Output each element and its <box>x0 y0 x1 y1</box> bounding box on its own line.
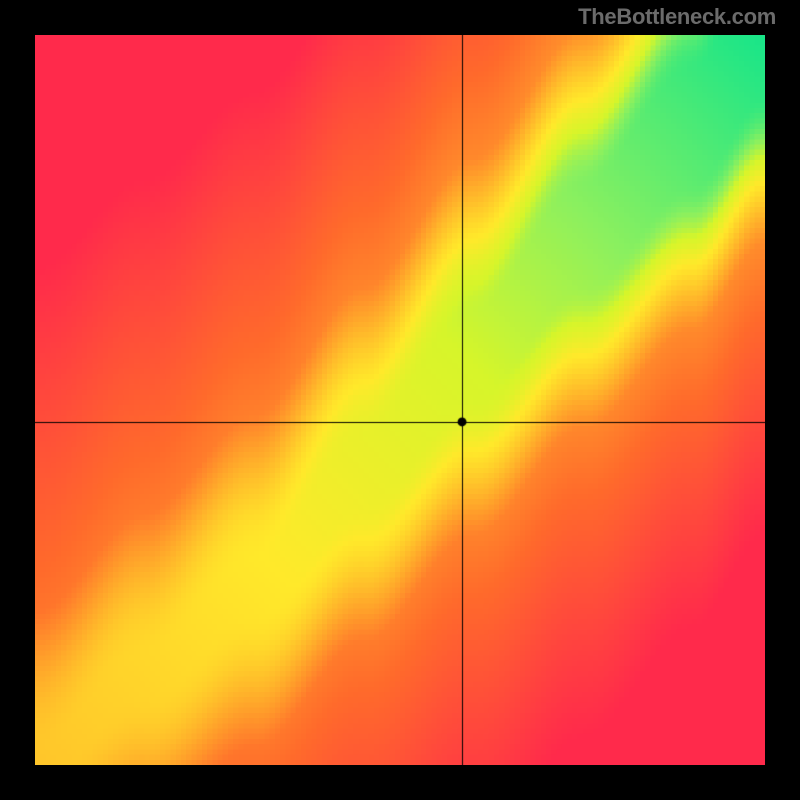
watermark-label: TheBottleneck.com <box>578 4 776 30</box>
figure-container: TheBottleneck.com <box>0 0 800 800</box>
crosshair-overlay <box>35 35 765 765</box>
